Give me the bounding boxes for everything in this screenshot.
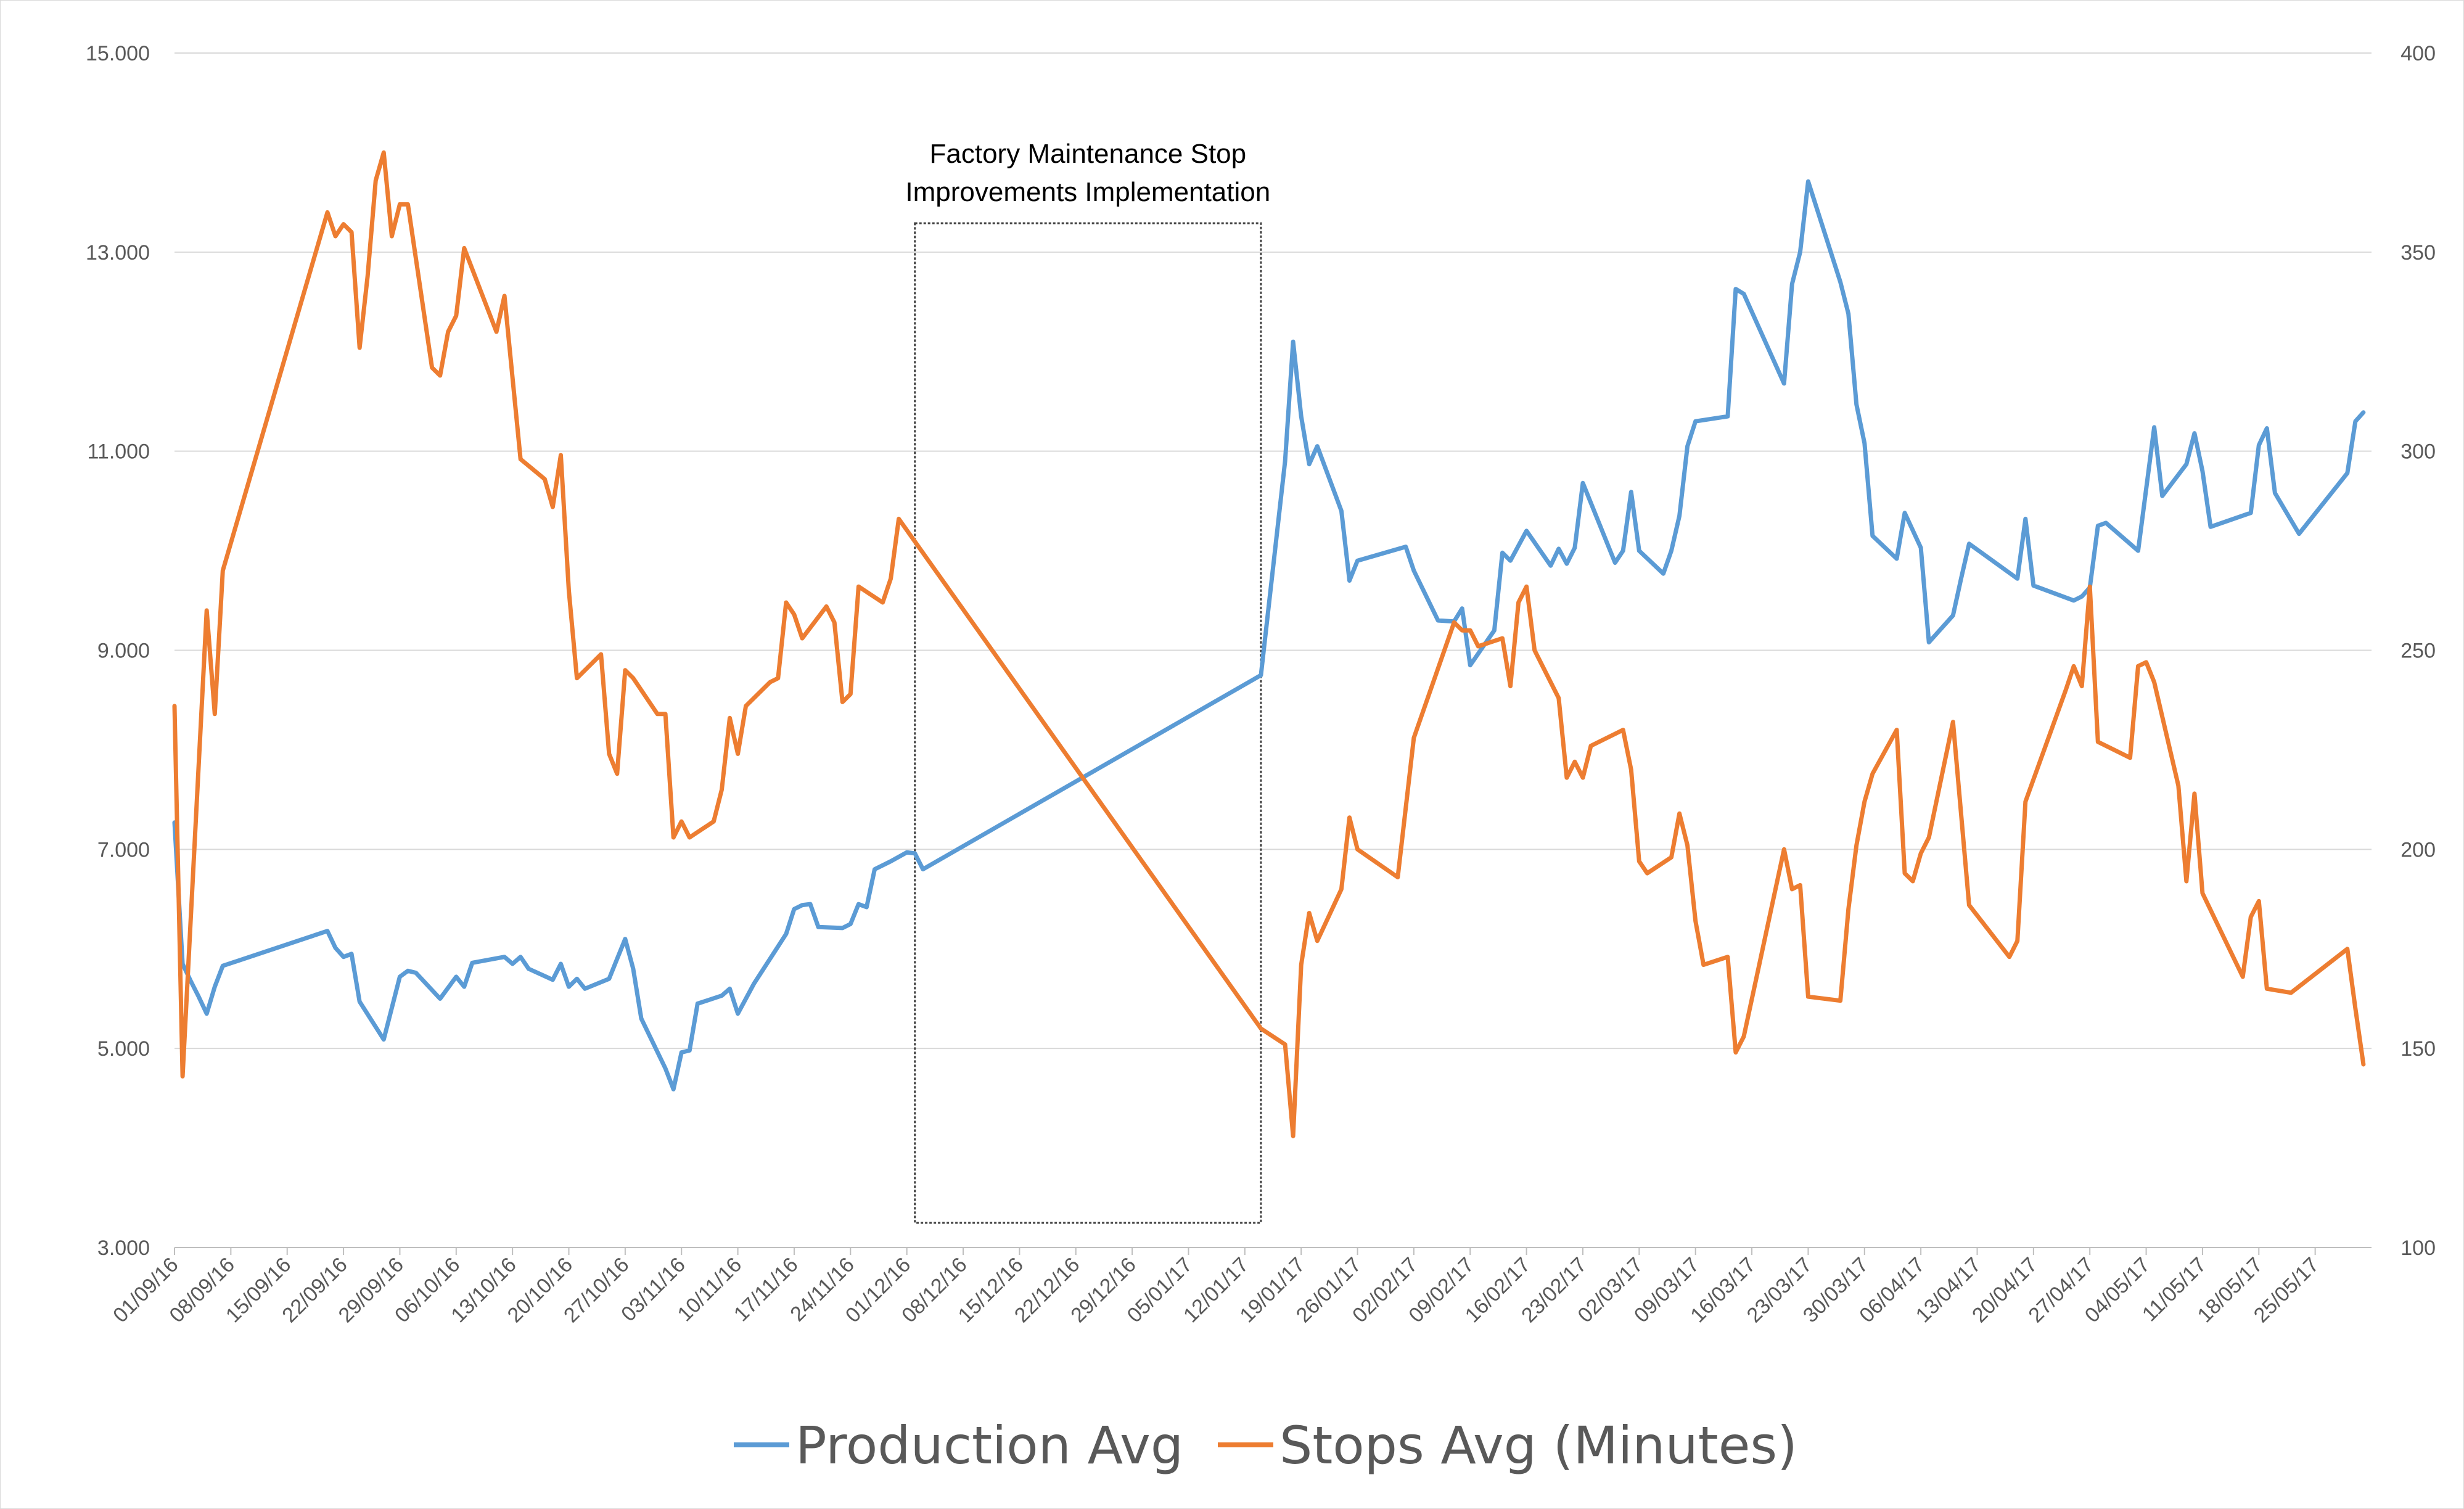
y-right-tick-label: 250 — [2400, 639, 2436, 663]
annotation-line-2: Improvements Implementation — [905, 177, 1270, 207]
y-right-tick-label: 300 — [2400, 440, 2436, 464]
y-left-tick-label: 3.000 — [97, 1236, 150, 1260]
y-right-tick-label: 350 — [2400, 241, 2436, 265]
y-left-tick-label: 5.000 — [97, 1037, 150, 1061]
y-left-tick-label: 7.000 — [97, 838, 150, 861]
annotation-group: Factory Maintenance Stop Improvements Im… — [905, 139, 1270, 1224]
y-right-tick-label: 200 — [2400, 838, 2436, 861]
maintenance-annotation-box — [914, 222, 1262, 1224]
y-left-tick-label: 13.000 — [86, 241, 150, 265]
annotation-line-1: Factory Maintenance Stop — [930, 139, 1247, 169]
y-right-tick-label: 400 — [2400, 42, 2436, 65]
y-left-tick-label: 15.000 — [86, 42, 150, 65]
legend-label-stops: Stops Avg (Minutes) — [1279, 1415, 1797, 1476]
series-line-stops-avg — [172, 150, 2366, 1138]
y-left-tick-label: 11.000 — [88, 440, 150, 464]
y-right-tick-label: 150 — [2400, 1037, 2436, 1061]
series-lines — [172, 150, 2366, 1138]
gridlines — [175, 52, 2372, 1248]
series-line-production-avg — [172, 179, 2366, 1092]
legend-label-production: Production Avg — [795, 1415, 1183, 1476]
y-right-tick-label: 100 — [2400, 1236, 2436, 1260]
y-left-tick-label: 9.000 — [97, 639, 150, 663]
legend: Production Avg Stops Avg (Minutes) — [734, 1415, 1797, 1476]
